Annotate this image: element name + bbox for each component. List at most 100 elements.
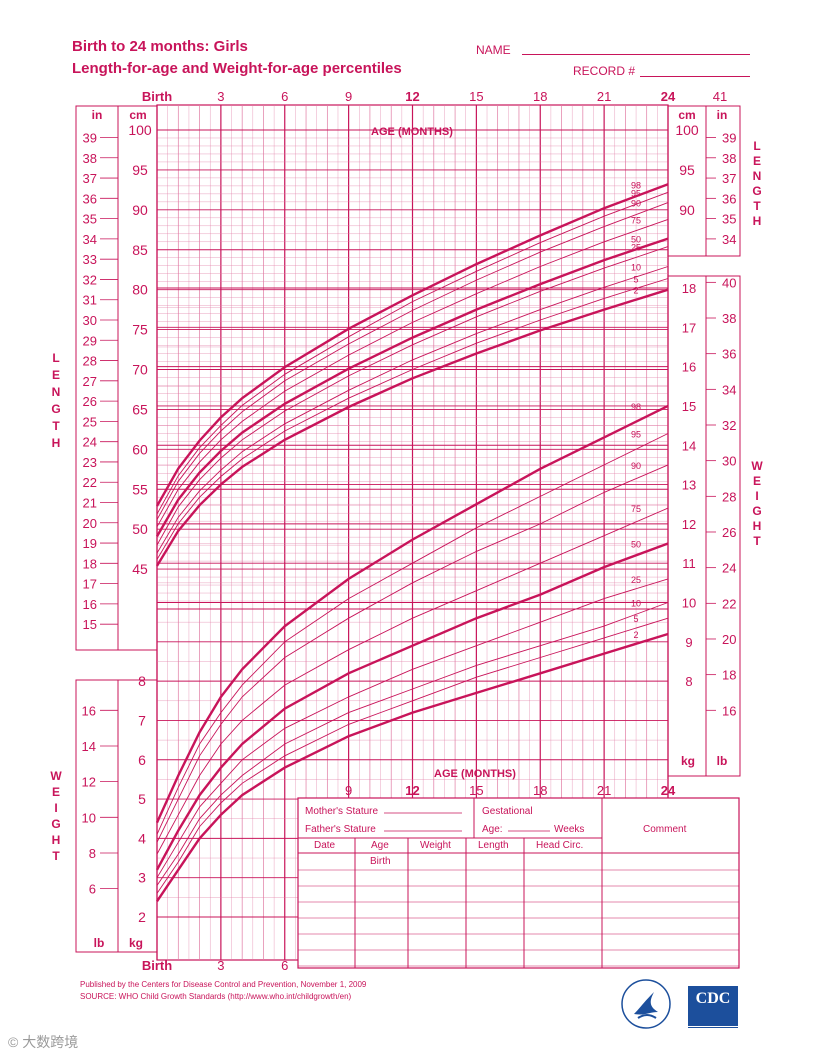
lb-tick-label-right: 38 xyxy=(722,311,736,326)
kg-tick-label-left: 4 xyxy=(138,830,146,846)
unit-kg-left: kg xyxy=(129,936,143,950)
col-age: Age xyxy=(371,840,389,851)
in-tick-label-left: 29 xyxy=(83,333,97,348)
right-lb-scale-frame xyxy=(705,275,741,777)
in-tick-label-left: 26 xyxy=(83,394,97,409)
unit-in-left: in xyxy=(92,108,103,122)
length-curve-p95 xyxy=(156,191,669,515)
lb-tick-label-right: 18 xyxy=(722,668,736,683)
kg-tick-label-right: 18 xyxy=(682,281,696,296)
x-tick-label-mid: 9 xyxy=(345,783,352,798)
x-tick-label-top: 6 xyxy=(281,89,288,104)
unit-kg-right: kg xyxy=(681,754,695,768)
in-tick-label-left: 23 xyxy=(83,455,97,470)
lb-tick-label-right: 22 xyxy=(722,596,736,611)
weight-curve-p5 xyxy=(156,617,669,894)
weight-percentile-label: 10 xyxy=(631,599,641,609)
lb-tick-label-left: 10 xyxy=(82,810,96,825)
length-percentile-label: 75 xyxy=(631,215,641,225)
unit-lb-left: lb xyxy=(94,936,105,950)
kg-tick-label-right: 17 xyxy=(682,320,696,335)
length-percentile-label: 95 xyxy=(631,188,641,198)
x-tick-label-top: 9 xyxy=(345,89,352,104)
unit-lb-right: lb xyxy=(717,754,728,768)
in-tick-label-left: 18 xyxy=(83,556,97,571)
published-note: Published by the Centers for Disease Con… xyxy=(80,980,367,989)
weight-axis-title-right: I xyxy=(755,489,758,503)
lb-tick-label-left: 6 xyxy=(89,882,96,897)
gestational-age-label: Age: xyxy=(482,824,503,835)
cdc-logo-tagline-icon xyxy=(688,1021,738,1028)
in-tick-label-left: 35 xyxy=(83,212,97,227)
in-tick-label-right: 36 xyxy=(722,191,736,206)
left-kg-scale-frame xyxy=(117,679,158,953)
weight-axis-title-right: T xyxy=(753,534,761,548)
mothers-stature-label: Mother's Stature xyxy=(305,806,379,817)
x-tick-label-mid: 18 xyxy=(533,783,547,798)
length-curve-p10 xyxy=(156,266,669,554)
gestational-label: Gestational xyxy=(482,806,533,817)
lb-tick-label-right: 28 xyxy=(722,489,736,504)
length-percentile-label: 98 xyxy=(631,180,641,190)
left-cm-scale-frame xyxy=(117,105,158,651)
in-tick-label-left: 22 xyxy=(83,475,97,490)
x-axis-title-top: AGE (MONTHS) xyxy=(371,126,453,138)
fathers-stature-label: Father's Stature xyxy=(305,824,376,835)
weight-percentile-label: 98 xyxy=(631,402,641,412)
weight-percentile-label: 95 xyxy=(631,429,641,439)
in-tick-label-left: 38 xyxy=(83,151,97,166)
cdc-logo: CDC xyxy=(688,986,738,1026)
weight-curve-p2 xyxy=(156,632,669,902)
record-field[interactable] xyxy=(640,76,750,77)
weight-axis-title-left: E xyxy=(52,785,60,799)
length-percentile-label: 25 xyxy=(631,243,641,253)
in-tick-label-right: 37 xyxy=(722,171,736,186)
lb-tick-label-right: 26 xyxy=(722,525,736,540)
in-tick-label-left: 15 xyxy=(83,617,97,632)
kg-tick-label-left: 5 xyxy=(138,791,146,807)
length-curve-p50 xyxy=(155,237,669,538)
cm-tick-label-left: 65 xyxy=(132,401,148,417)
weight-curve-p98 xyxy=(155,404,669,824)
x-tick-label-top: 12 xyxy=(405,89,419,104)
x-tick-label-mid: 24 xyxy=(661,783,676,798)
kg-tick-label-left: 8 xyxy=(138,673,146,689)
kg-tick-label-left: 2 xyxy=(138,909,146,925)
x-tick-label-top: 21 xyxy=(597,89,611,104)
length-axis-title-right: E xyxy=(753,154,761,168)
cm-tick-label-left: 70 xyxy=(132,362,148,378)
unit-cm-right: cm xyxy=(678,108,695,122)
name-field[interactable] xyxy=(522,54,750,55)
record-label: RECORD # xyxy=(573,64,636,78)
x-tick-label-bottom: Birth xyxy=(142,958,172,973)
length-axis-title-left: E xyxy=(52,368,60,382)
watermark: © 大数跨境 xyxy=(8,1034,79,1050)
in-tick-label-left: 17 xyxy=(83,577,97,592)
length-percentile-label: 2 xyxy=(633,286,638,296)
unit-in-right: in xyxy=(717,108,728,122)
in-tick-label-left: 28 xyxy=(83,354,97,369)
comment-header: Comment xyxy=(643,824,687,835)
kg-tick-label-right: 11 xyxy=(682,556,696,571)
in-tick-label-left: 25 xyxy=(83,414,97,429)
length-curve-p5 xyxy=(156,278,669,560)
kg-tick-label-right: 15 xyxy=(682,399,696,414)
length-curve-p90 xyxy=(156,202,669,520)
record-table xyxy=(297,797,740,969)
weight-axis-title-right: G xyxy=(752,504,761,518)
length-axis-title-right: N xyxy=(753,169,762,183)
x-tick-label-top: 15 xyxy=(469,89,483,104)
x-tick-label-extra: 41 xyxy=(713,89,727,104)
weight-curve-p25 xyxy=(156,578,669,878)
kg-tick-label-right: 14 xyxy=(682,438,696,453)
length-percentile-label: 90 xyxy=(631,199,641,209)
in-tick-label-left: 19 xyxy=(83,536,97,551)
cm-tick-label-right: 100 xyxy=(675,122,699,138)
weight-curve-p50 xyxy=(155,542,669,871)
length-percentile-label: 50 xyxy=(631,235,641,245)
kg-tick-label-right: 8 xyxy=(685,674,692,689)
length-curve-p98 xyxy=(155,183,669,507)
kg-tick-label-right: 9 xyxy=(685,635,692,650)
lb-tick-label-right: 40 xyxy=(722,275,736,290)
